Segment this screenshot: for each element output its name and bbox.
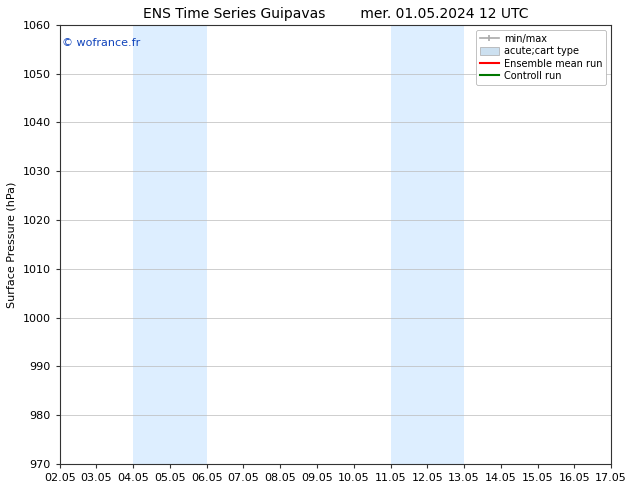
- Bar: [133, 25, 207, 464]
- Y-axis label: Surface Pressure (hPa): Surface Pressure (hPa): [7, 181, 17, 308]
- Text: © wofrance.fr: © wofrance.fr: [62, 38, 141, 48]
- Title: ENS Time Series Guipavas        mer. 01.05.2024 12 UTC: ENS Time Series Guipavas mer. 01.05.2024…: [143, 7, 528, 21]
- Legend: min/max, acute;cart type, Ensemble mean run, Controll run: min/max, acute;cart type, Ensemble mean …: [476, 30, 606, 85]
- Bar: [391, 25, 464, 464]
